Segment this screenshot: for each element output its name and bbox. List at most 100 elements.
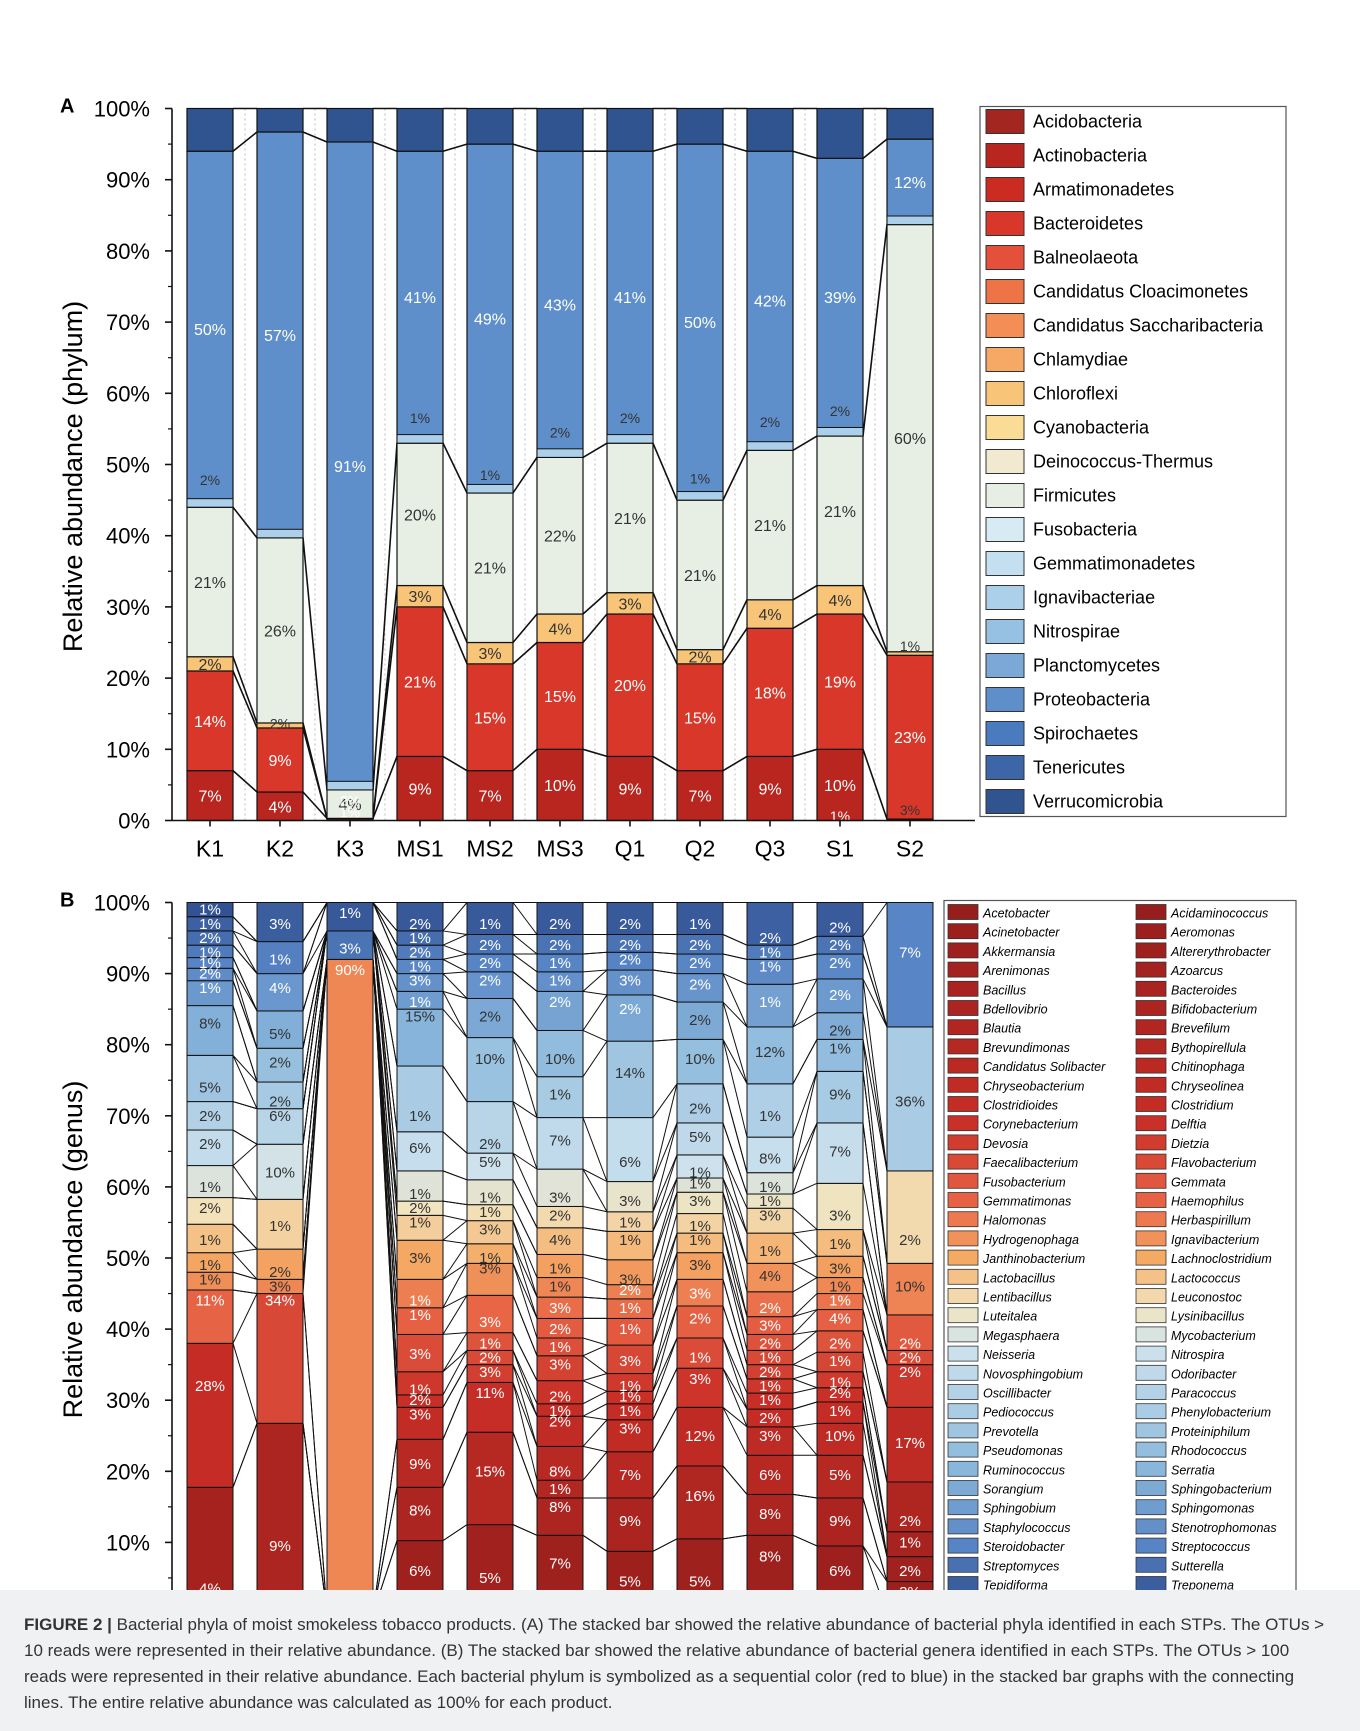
b-data-label: 10%	[265, 1165, 295, 1182]
b-data-label: 2%	[689, 1101, 711, 1118]
b-connector	[372, 930, 398, 1132]
b-legend-entry: Acidaminococcus	[1170, 907, 1268, 921]
a-connector-actinobacteria	[512, 748, 538, 772]
b-data-label: 3%	[409, 1250, 431, 1267]
b-bar-segment-s1	[816, 1422, 864, 1456]
b-connector	[792, 1071, 818, 1138]
b-data-label: 1%	[759, 1179, 781, 1196]
b-connector	[862, 902, 888, 937]
a-bar-other	[536, 107, 584, 152]
a-y-tick-label: 10%	[106, 737, 150, 762]
a-legend-entry: Fusobacteria	[1033, 520, 1138, 540]
a-legend-entry: Gemmatimonadetes	[1033, 554, 1195, 574]
b-connector	[442, 1294, 468, 1309]
a-data-label: 7%	[478, 789, 501, 806]
b-connector	[862, 1545, 888, 1582]
b-legend-entry: Odoribacter	[1171, 1367, 1237, 1381]
b-connector	[862, 1387, 888, 1532]
b-connector	[582, 1380, 608, 1392]
b-data-label: 2%	[829, 937, 851, 954]
b-connector	[722, 1305, 748, 1380]
b-data-label: 1%	[759, 1108, 781, 1125]
a-legend-entry: Candidatus Cloacimonetes	[1033, 282, 1248, 302]
b-connector	[512, 1382, 538, 1447]
b-data-label: 8%	[759, 1549, 781, 1566]
a-bar-minor	[886, 215, 934, 226]
a-legend-entry: Deinococcus-Thermus	[1033, 452, 1213, 472]
b-data-label: 1%	[479, 1204, 501, 1221]
a-y-tick-label: 60%	[106, 381, 150, 406]
b-data-label: 3%	[549, 1300, 571, 1317]
b-data-label: 1%	[339, 905, 361, 922]
b-legend-swatch	[947, 1230, 979, 1247]
a-legend-entry: Cyanobacteria	[1033, 418, 1150, 438]
a-legend-entry: Balneolaeota	[1033, 248, 1139, 268]
b-bar-segment-q3	[746, 1083, 794, 1138]
b-data-label: 2%	[619, 951, 641, 968]
b-data-label: 1%	[199, 980, 221, 997]
b-legend-swatch	[947, 1537, 979, 1554]
b-connector	[722, 1368, 748, 1428]
a-data-label: 91%	[334, 459, 366, 476]
b-connector	[302, 1293, 328, 1614]
b-legend-swatch	[947, 1076, 979, 1093]
b-bar-segment-ms3	[536, 1076, 584, 1119]
b-connector	[652, 969, 678, 975]
b-connector	[792, 1364, 818, 1373]
a-data-label: 41%	[614, 290, 646, 307]
b-bar-segment-k2	[256, 973, 304, 1012]
b-data-label: 2%	[199, 1136, 221, 1153]
b-data-label: 8%	[549, 1463, 571, 1480]
b-connector	[442, 1131, 468, 1154]
b-connector	[302, 959, 328, 1145]
b-legend-swatch	[1135, 961, 1167, 978]
b-bar-segment-ms2	[466, 1152, 514, 1181]
b-legend-swatch	[1135, 1384, 1167, 1400]
a-bar-firmicutes-s2	[886, 223, 934, 653]
b-connector	[512, 934, 538, 955]
b-data-label: 3%	[549, 1357, 571, 1374]
a-connector-bacteroidetes	[512, 641, 538, 665]
a-bar-other	[886, 107, 934, 140]
a-legend-entry: Candidatus Saccharibacteria	[1033, 316, 1264, 336]
b-bar-segment-q2	[676, 1367, 724, 1408]
b-data-label: 3%	[759, 1428, 781, 1445]
b-connector	[862, 1309, 888, 1408]
b-connector	[582, 969, 608, 973]
a-connector-bacteroidetes	[792, 613, 818, 629]
b-data-label: 1%	[479, 1190, 501, 1207]
b-connector	[512, 1350, 538, 1404]
b-data-label: 2%	[549, 1414, 571, 1431]
b-data-label: 2%	[479, 955, 501, 972]
b-legend-entry: Haemophilus	[1171, 1195, 1244, 1209]
b-bar-segment-ms3	[536, 1117, 584, 1170]
a-bar-bacteroidetes-s1	[816, 613, 864, 750]
b-connector	[512, 1204, 538, 1255]
b-data-label: 6%	[409, 1140, 431, 1157]
a-bar-bacteroidetes-q3	[746, 627, 794, 758]
b-legend-entry: Janthinobacterium	[982, 1252, 1085, 1266]
b-connector	[442, 1350, 468, 1373]
a-bar-minor	[256, 528, 304, 539]
b-connector	[232, 1197, 258, 1200]
b-connector	[582, 1373, 608, 1382]
b-connector	[792, 1207, 818, 1230]
a-connector-proteobacteria	[232, 131, 258, 152]
b-bar-segment-ms1	[396, 1333, 444, 1373]
b-connector	[442, 1239, 468, 1245]
b-connector	[792, 1122, 818, 1173]
b-data-label: 7%	[549, 1556, 571, 1573]
b-connector	[722, 1039, 748, 1085]
b-legend-entry: Sphingobacterium	[1171, 1483, 1272, 1497]
a-data-label: 50%	[684, 315, 716, 332]
b-bar-segment-q2	[676, 1038, 724, 1085]
a-legend-swatch	[985, 789, 1025, 814]
b-legend-swatch	[947, 1249, 979, 1266]
b-connector	[512, 1432, 538, 1499]
b-legend-swatch	[947, 1211, 979, 1228]
a-legend-swatch	[985, 279, 1025, 304]
a-bar-bacteroidetes-k2	[256, 727, 304, 793]
a-bar-minor	[816, 426, 864, 437]
b-bar-segment-ms3	[536, 1415, 584, 1447]
